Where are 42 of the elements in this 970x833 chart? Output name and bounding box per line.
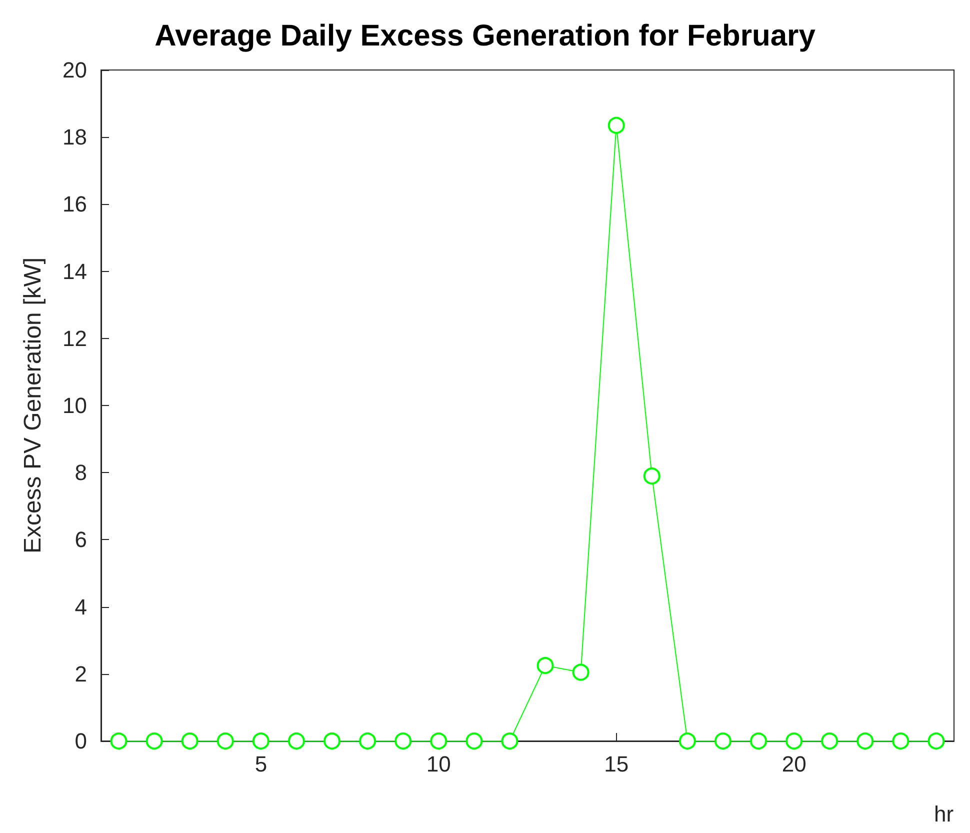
- y-tick-label: 6: [74, 527, 87, 552]
- point: [572, 664, 590, 681]
- chart-title: Average Daily Excess Generation for February: [154, 20, 816, 52]
- point: [324, 732, 341, 750]
- point: [678, 732, 696, 750]
- point: [608, 116, 625, 134]
- point: [146, 732, 163, 750]
- x-tick-label: 15: [604, 752, 629, 776]
- point: [252, 732, 270, 750]
- y-tick-label: 0: [74, 728, 87, 754]
- y-axis-title: Excess PV Generation [kW]: [20, 257, 46, 554]
- point: [928, 732, 945, 750]
- point: [856, 732, 874, 750]
- point: [430, 732, 448, 750]
- x-tick-label: 20: [782, 752, 806, 776]
- point: [750, 732, 768, 750]
- point: [786, 732, 803, 750]
- x-axis-title: hr: [934, 802, 954, 826]
- x-tick-label: 10: [426, 752, 451, 776]
- point: [359, 732, 376, 750]
- point: [181, 732, 198, 750]
- y-tick-label: 8: [74, 460, 87, 486]
- y-tick-label: 18: [62, 124, 87, 150]
- point: [466, 732, 483, 750]
- y-tick-label: 16: [62, 192, 87, 217]
- y-tick-label: 4: [74, 594, 87, 620]
- point: [714, 732, 732, 750]
- point: [216, 732, 234, 750]
- point: [821, 732, 838, 750]
- y-tick-label: 12: [62, 326, 87, 351]
- y-tick-label: 2: [74, 661, 87, 686]
- point: [892, 732, 910, 750]
- point: [501, 732, 518, 750]
- point: [536, 657, 554, 674]
- point: [288, 732, 305, 750]
- y-tick-label: 10: [62, 393, 87, 418]
- x-tick-label: 5: [254, 752, 268, 776]
- point: [394, 732, 412, 750]
- y-tick-label: 20: [62, 58, 87, 82]
- y-tick-label: 14: [62, 258, 87, 284]
- point: [643, 467, 660, 484]
- point: [110, 732, 128, 750]
